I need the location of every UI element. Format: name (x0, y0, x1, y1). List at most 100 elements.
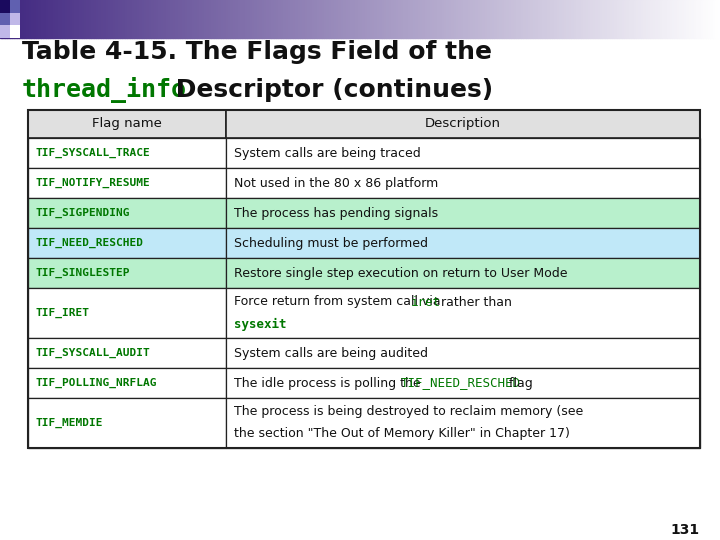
Bar (17, 0, 19, 38)
Bar (259, 0, 261, 38)
Bar (715, 0, 718, 38)
Text: Table 4-15. The Flags Field of the: Table 4-15. The Flags Field of the (22, 40, 492, 64)
Text: TIF_SIGPENDING: TIF_SIGPENDING (35, 208, 130, 218)
Bar (238, 0, 240, 38)
Bar (629, 0, 631, 38)
Text: iret: iret (411, 295, 441, 308)
Text: Not used in the 80 x 86 platform: Not used in the 80 x 86 platform (234, 177, 438, 190)
Bar (413, 0, 415, 38)
Bar (653, 0, 655, 38)
Bar (355, 0, 358, 38)
Bar (358, 0, 360, 38)
Bar (713, 0, 715, 38)
Text: flag: flag (505, 376, 532, 389)
Bar (670, 0, 672, 38)
Bar (454, 0, 456, 38)
Bar (430, 0, 432, 38)
Bar (554, 0, 557, 38)
Bar (207, 0, 209, 38)
Bar (171, 0, 173, 38)
Bar (161, 0, 163, 38)
Bar (331, 0, 333, 38)
Bar (324, 0, 326, 38)
Bar (605, 0, 607, 38)
Bar (74, 0, 77, 38)
Bar (427, 0, 430, 38)
Bar (302, 0, 305, 38)
Text: the section "The Out of Memory Killer" in Chapter 17): the section "The Out of Memory Killer" i… (234, 428, 570, 441)
Bar (115, 0, 117, 38)
Bar (27, 0, 29, 38)
Bar (648, 0, 650, 38)
Bar (2, 0, 5, 38)
Bar (0, 0, 2, 38)
Bar (192, 0, 194, 38)
Bar (686, 0, 689, 38)
Bar (468, 0, 470, 38)
Bar (398, 0, 401, 38)
Bar (81, 0, 84, 38)
Bar (540, 0, 542, 38)
Bar (326, 0, 329, 38)
Bar (562, 0, 564, 38)
Bar (310, 0, 312, 38)
Bar (374, 0, 377, 38)
Bar (497, 0, 499, 38)
Bar (444, 0, 446, 38)
Bar (226, 168, 700, 198)
Bar (151, 0, 153, 38)
Bar (286, 0, 288, 38)
Bar (281, 0, 283, 38)
Bar (336, 0, 338, 38)
Bar (415, 0, 418, 38)
Bar (403, 0, 405, 38)
Bar (367, 0, 369, 38)
Text: TIF_MEMDIE: TIF_MEMDIE (35, 418, 102, 428)
Bar (271, 0, 274, 38)
Bar (38, 0, 41, 38)
Bar (463, 0, 466, 38)
Bar (650, 0, 653, 38)
Bar (590, 0, 593, 38)
Bar (711, 0, 713, 38)
Bar (0, 25, 10, 38)
Bar (28, 168, 226, 198)
Text: System calls are being traced: System calls are being traced (234, 146, 421, 159)
Bar (187, 0, 189, 38)
Bar (197, 0, 199, 38)
Bar (122, 0, 125, 38)
Bar (218, 0, 221, 38)
Bar (94, 0, 96, 38)
Bar (175, 0, 178, 38)
Bar (588, 0, 590, 38)
Bar (72, 0, 74, 38)
Bar (482, 0, 485, 38)
Bar (317, 0, 319, 38)
Bar (103, 0, 106, 38)
Bar (333, 0, 336, 38)
Bar (348, 0, 351, 38)
Bar (185, 0, 187, 38)
Bar (372, 0, 374, 38)
Bar (149, 0, 151, 38)
Bar (214, 0, 216, 38)
Bar (297, 0, 300, 38)
Bar (672, 0, 675, 38)
Text: TIF_SYSCALL_AUDIT: TIF_SYSCALL_AUDIT (35, 348, 150, 358)
Bar (677, 0, 679, 38)
Bar (36, 0, 38, 38)
Text: thread_info: thread_info (22, 77, 187, 103)
Bar (28, 258, 226, 288)
Bar (578, 0, 581, 38)
Bar (60, 0, 63, 38)
Bar (153, 0, 156, 38)
Bar (533, 0, 535, 38)
Bar (657, 0, 660, 38)
Bar (252, 0, 254, 38)
Bar (389, 0, 391, 38)
Bar (408, 0, 410, 38)
Bar (139, 0, 142, 38)
Bar (351, 0, 353, 38)
Bar (598, 0, 600, 38)
Bar (461, 0, 463, 38)
